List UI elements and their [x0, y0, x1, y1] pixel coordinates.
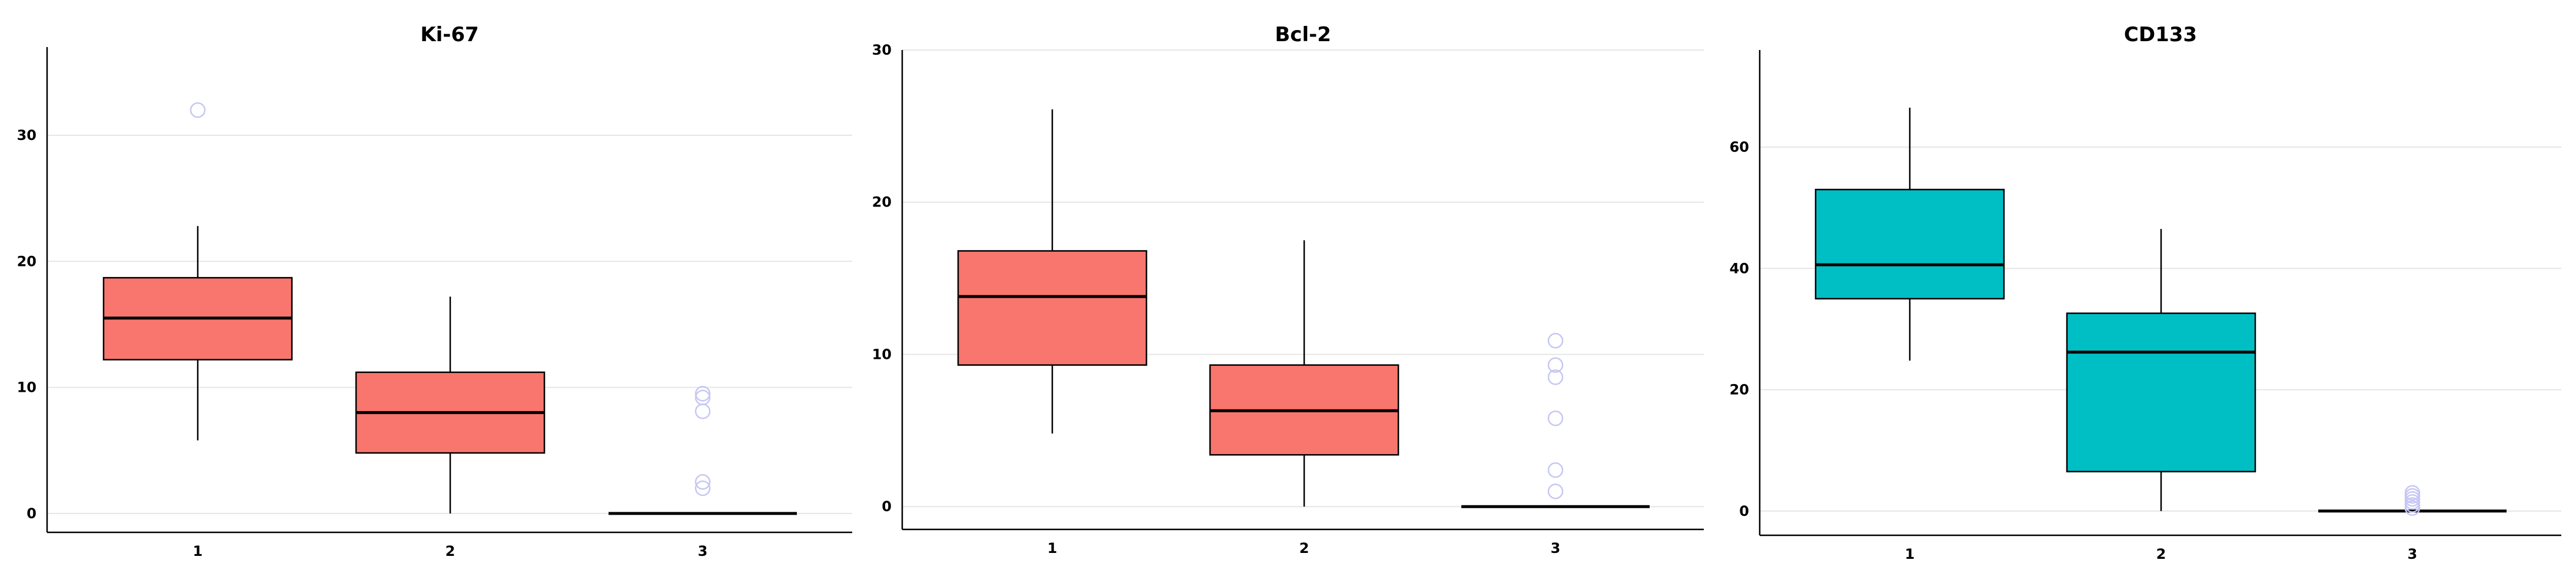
- outlier-point: [2404, 491, 2421, 507]
- outlier-point: [694, 404, 711, 419]
- y-tick-label: 0: [26, 505, 36, 522]
- outlier-point: [694, 474, 711, 490]
- x-tick-label: 1: [1048, 540, 1058, 556]
- x-tick-label: 3: [1551, 540, 1561, 556]
- outlier-point: [190, 102, 206, 118]
- y-tick-label: 40: [1730, 260, 1749, 276]
- outlier-point: [2404, 485, 2421, 501]
- outlier-point: [1547, 462, 1564, 478]
- y-tick-label: 20: [17, 253, 36, 269]
- box-1: [957, 109, 1148, 434]
- outlier-point: [694, 386, 711, 402]
- y-tick-label: 10: [872, 346, 892, 362]
- x-tick-label: 2: [1299, 540, 1309, 556]
- x-tick-label: 3: [2408, 546, 2418, 562]
- cd133-panel: CD133 0 20 40 60 1 2 3: [1730, 23, 2561, 562]
- box-2: [1209, 240, 1400, 507]
- x-tick-label: 1: [193, 543, 203, 559]
- y-tick-label: 0: [1739, 503, 1749, 519]
- box-body: [2066, 312, 2256, 472]
- box-3: [2318, 485, 2507, 516]
- outlier-point: [1547, 369, 1564, 385]
- bcl2-panel: Bcl-2 0 10 20 30 1 2 3: [872, 23, 1704, 556]
- outlier-point: [694, 480, 711, 496]
- box-body: [957, 250, 1148, 366]
- panel-title: Bcl-2: [1275, 23, 1331, 46]
- ki67-panel: Ki-67 0 10 20 30 1 2 3: [17, 23, 852, 559]
- outlier-point: [1547, 357, 1564, 373]
- box-3: [609, 386, 797, 515]
- outlier-point: [694, 389, 711, 405]
- y-tick-label: 30: [17, 127, 36, 144]
- panel-title: CD133: [2124, 23, 2197, 46]
- y-tick-label: 0: [882, 498, 892, 515]
- y-tick-label: 10: [17, 379, 36, 396]
- box-2: [2066, 229, 2256, 511]
- x-tick-label: 2: [2156, 546, 2166, 562]
- box-2: [355, 296, 546, 514]
- x-tick-label: 2: [446, 543, 456, 559]
- x-tick-label: 1: [1905, 546, 1915, 562]
- y-tick-label: 20: [1730, 382, 1749, 398]
- box-body: [1814, 188, 2005, 300]
- y-tick-label: 60: [1730, 139, 1749, 155]
- box-1: [102, 102, 293, 441]
- y-tick-label: 20: [872, 194, 892, 211]
- outlier-point: [1547, 410, 1564, 426]
- box-3: [1461, 332, 1650, 508]
- outlier-point: [1547, 332, 1564, 349]
- y-tick-label: 30: [872, 42, 892, 58]
- x-tick-label: 3: [698, 543, 708, 559]
- box-1: [1814, 107, 2005, 361]
- panel-title: Ki-67: [420, 23, 478, 46]
- outlier-point: [1547, 484, 1564, 499]
